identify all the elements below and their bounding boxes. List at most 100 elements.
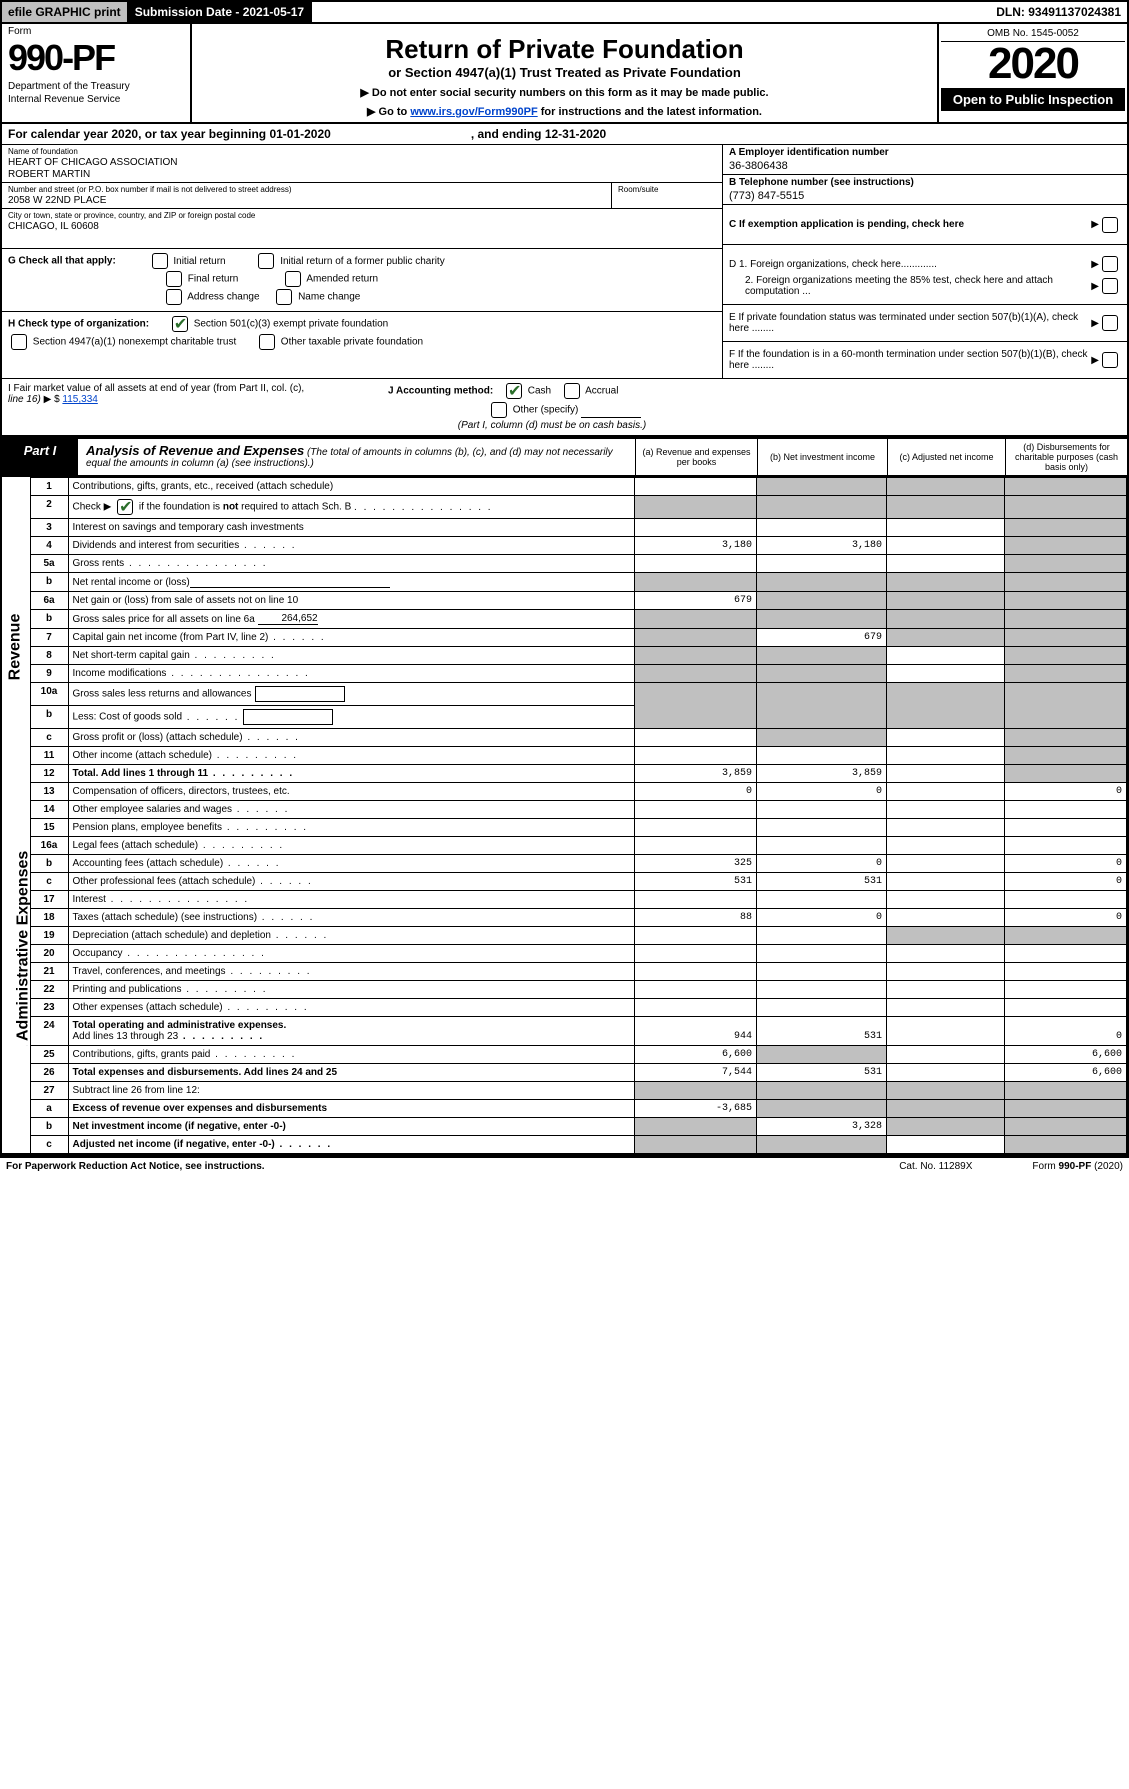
j-accrual: Accrual <box>585 386 618 397</box>
phone-value: (773) 847-5515 <box>729 190 1121 202</box>
submission-date: Submission Date - 2021-05-17 <box>129 2 312 22</box>
table-row: 2 Check ▶ if the foundation is not requi… <box>2 496 1127 519</box>
line-desc: Travel, conferences, and meetings <box>68 963 635 981</box>
e-text: E If private foundation status was termi… <box>729 312 1091 334</box>
cell-shaded <box>1005 765 1127 783</box>
f-text: F If the foundation is in a 60-month ter… <box>729 349 1091 371</box>
line-desc: Check ▶ if the foundation is not require… <box>68 496 635 519</box>
irs-link[interactable]: www.irs.gov/Form990PF <box>410 106 537 118</box>
h-other-checkbox[interactable] <box>259 334 275 350</box>
line-desc: Gross sales price for all assets on line… <box>68 610 635 629</box>
g-addrchange: Address change <box>187 292 259 303</box>
table-row: 21 Travel, conferences, and meetings <box>2 963 1127 981</box>
footer-form: Form 990-PF (2020) <box>1032 1161 1123 1172</box>
cell-val <box>887 555 1005 573</box>
g-initial-checkbox[interactable] <box>152 253 168 269</box>
footer-catno: Cat. No. 11289X <box>899 1161 972 1172</box>
city-cell: City or town, state or province, country… <box>2 209 722 249</box>
h-trust-checkbox[interactable] <box>11 334 27 350</box>
cell-val <box>757 555 887 573</box>
cell-val <box>887 783 1005 801</box>
cell-shaded <box>757 573 887 592</box>
g-addrchange-checkbox[interactable] <box>166 289 182 305</box>
cell-shaded <box>887 496 1005 519</box>
j-other-checkbox[interactable] <box>491 402 507 418</box>
f-checkbox[interactable] <box>1102 352 1118 368</box>
line-num: 8 <box>30 647 68 665</box>
e-checkbox[interactable] <box>1102 315 1118 331</box>
form-header: Form 990-PF Department of the Treasury I… <box>2 24 1127 124</box>
expenses-side-label: Operating and Administrative Expenses <box>2 783 30 1046</box>
dln-label: DLN: 93491137024381 <box>990 2 1127 22</box>
cell-val: 0 <box>757 855 887 873</box>
header-right: OMB No. 1545-0052 2020 Open to Public In… <box>937 24 1127 122</box>
dept-irs: Internal Revenue Service <box>8 94 184 105</box>
addr-label: Number and street (or P.O. box number if… <box>8 185 605 194</box>
col-b-header: (b) Net investment income <box>757 439 887 475</box>
j-accrual-checkbox[interactable] <box>564 383 580 399</box>
cell-shaded <box>757 665 887 683</box>
line-num: 3 <box>30 519 68 537</box>
line-desc: Income modifications <box>68 665 635 683</box>
dept-treasury: Department of the Treasury <box>8 81 184 92</box>
table-row: c Adjusted net income (if negative, ente… <box>2 1136 1127 1155</box>
j-note: (Part I, column (d) must be on cash basi… <box>388 420 716 431</box>
name-cell: Name of foundation HEART OF CHICAGO ASSO… <box>2 145 722 183</box>
table-row: 14 Other employee salaries and wages <box>2 801 1127 819</box>
cell-shaded <box>757 729 887 747</box>
cell-val: 531 <box>757 1017 887 1046</box>
cell-val <box>635 729 757 747</box>
cell-val: 0 <box>1005 783 1127 801</box>
cell-shaded <box>635 496 757 519</box>
line-num: 17 <box>30 891 68 909</box>
c-checkbox[interactable] <box>1102 217 1118 233</box>
d2-checkbox[interactable] <box>1102 278 1118 294</box>
d1-text: D 1. Foreign organizations, check here..… <box>729 259 1091 270</box>
line-desc: Other expenses (attach schedule) <box>68 999 635 1017</box>
table-row: 10a Gross sales less returns and allowan… <box>2 683 1127 706</box>
line-num: 13 <box>30 783 68 801</box>
table-row: 5a Gross rents <box>2 555 1127 573</box>
section-g: G Check all that apply: Initial return I… <box>2 249 722 312</box>
col-d-header: (d) Disbursements for charitable purpose… <box>1005 439 1127 475</box>
d1-checkbox[interactable] <box>1102 256 1118 272</box>
form-number: 990-PF <box>8 37 184 79</box>
i-value[interactable]: 115,334 <box>62 394 97 405</box>
calyear-begin: For calendar year 2020, or tax year begi… <box>8 127 331 141</box>
col-a-header: (a) Revenue and expenses per books <box>635 439 757 475</box>
g-amended-checkbox[interactable] <box>285 271 301 287</box>
line-num: 2 <box>30 496 68 519</box>
line-num: b <box>30 1118 68 1136</box>
line-desc: Subtract line 26 from line 12: <box>68 1082 635 1100</box>
l2-checkbox[interactable] <box>117 499 133 515</box>
cell-shaded <box>1005 573 1127 592</box>
h-501c3-checkbox[interactable] <box>172 316 188 332</box>
j-cash-checkbox[interactable] <box>506 383 522 399</box>
line-desc: Interest <box>68 891 635 909</box>
line-num: 24 <box>30 1017 68 1046</box>
part1-title: Analysis of Revenue and Expenses <box>86 443 304 458</box>
cell-shaded <box>1005 610 1127 629</box>
g-initial-former-checkbox[interactable] <box>258 253 274 269</box>
table-row: 4 Dividends and interest from securities… <box>2 537 1127 555</box>
table-row: 7 Capital gain net income (from Part IV,… <box>2 629 1127 647</box>
g-namechange-checkbox[interactable] <box>276 289 292 305</box>
cell-val: 0 <box>1005 1017 1127 1046</box>
address-value: 2058 W 22ND PLACE <box>8 195 605 206</box>
line-desc: Other professional fees (attach schedule… <box>68 873 635 891</box>
table-row: b Gross sales price for all assets on li… <box>2 610 1127 629</box>
g-final-checkbox[interactable] <box>166 271 182 287</box>
line-num: b <box>30 706 68 729</box>
line-num: 27 <box>30 1082 68 1100</box>
table-row: b Net rental income or (loss) <box>2 573 1127 592</box>
line-desc: Depreciation (attach schedule) and deple… <box>68 927 635 945</box>
line-num: 18 <box>30 909 68 927</box>
section-i: I Fair market value of all assets at end… <box>2 379 382 435</box>
cell-val: 0 <box>1005 855 1127 873</box>
cell-shaded <box>635 665 757 683</box>
cell-shaded <box>1005 478 1127 496</box>
line-num: 5a <box>30 555 68 573</box>
line-num: b <box>30 573 68 592</box>
cell-val <box>887 729 1005 747</box>
cell-val: 944 <box>635 1017 757 1046</box>
